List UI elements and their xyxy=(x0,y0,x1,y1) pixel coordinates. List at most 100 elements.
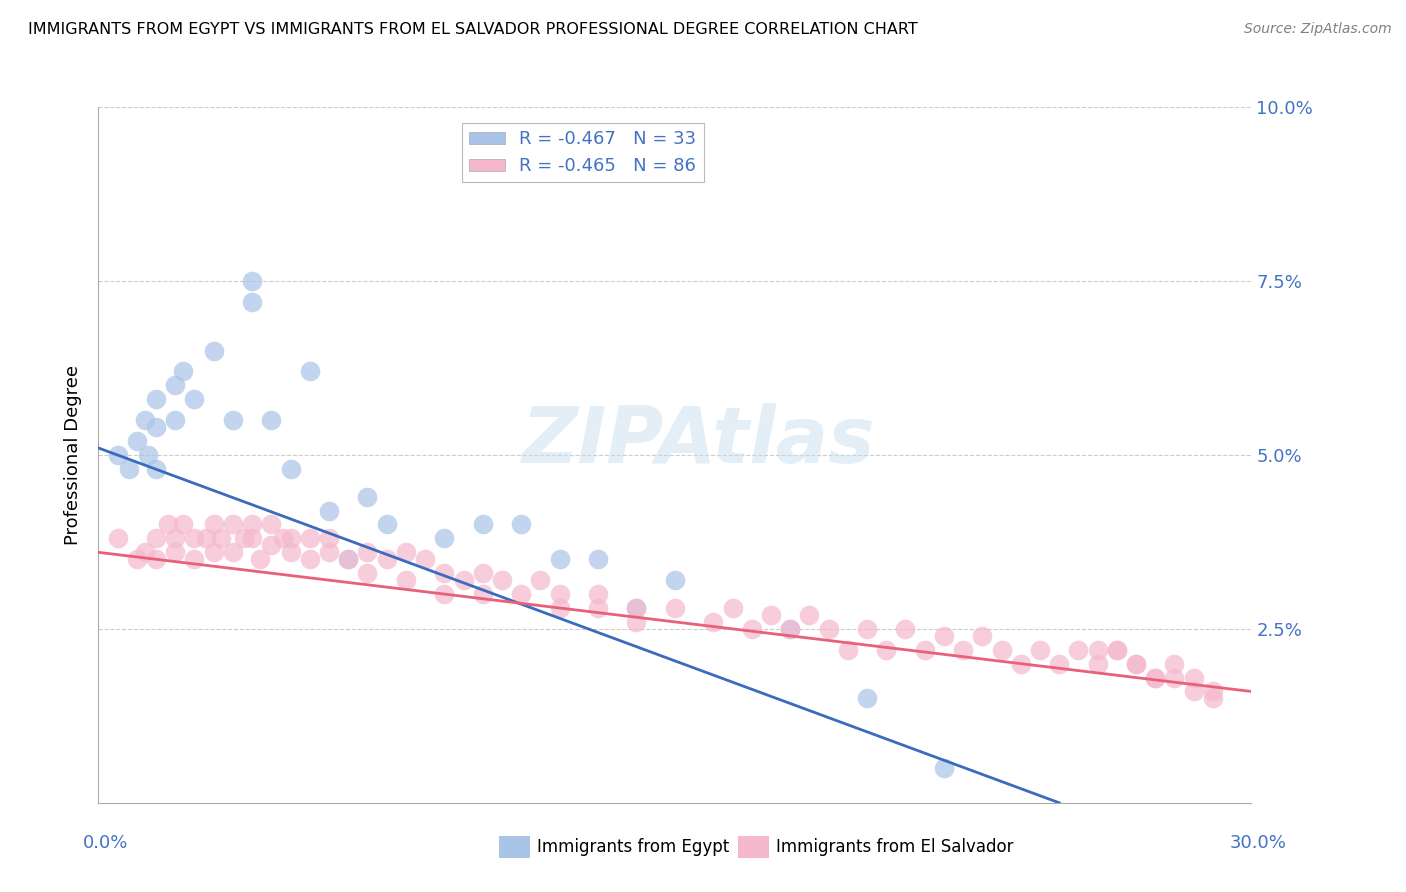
Point xyxy=(172,517,194,532)
Point xyxy=(107,532,129,546)
Point xyxy=(156,517,179,532)
Point xyxy=(1047,657,1070,671)
Point xyxy=(626,601,648,615)
Point xyxy=(1105,642,1128,657)
Point xyxy=(233,532,256,546)
Point xyxy=(260,538,283,552)
Point xyxy=(741,622,763,636)
Point xyxy=(702,615,724,629)
Point xyxy=(298,364,321,378)
Point xyxy=(356,566,378,581)
Point xyxy=(125,552,148,566)
Point xyxy=(1144,671,1167,685)
Point xyxy=(586,552,609,566)
Point xyxy=(799,607,821,622)
Point xyxy=(271,532,294,546)
Point xyxy=(222,413,245,427)
Point xyxy=(721,601,744,615)
Point xyxy=(1182,671,1205,685)
Point xyxy=(1163,657,1185,671)
Point xyxy=(165,378,187,392)
Y-axis label: Professional Degree: Professional Degree xyxy=(65,365,83,545)
Text: 30.0%: 30.0% xyxy=(1230,834,1286,852)
Point xyxy=(183,532,205,546)
Point xyxy=(280,462,302,476)
Point xyxy=(932,761,955,775)
Point xyxy=(1125,657,1147,671)
Point xyxy=(356,490,378,504)
Point xyxy=(1182,684,1205,698)
Point xyxy=(453,573,475,587)
Point xyxy=(280,532,302,546)
Point xyxy=(240,517,263,532)
Point xyxy=(375,552,398,566)
Point xyxy=(471,566,494,581)
Point xyxy=(145,552,167,566)
Point xyxy=(990,642,1012,657)
Point xyxy=(510,587,533,601)
Point xyxy=(134,413,156,427)
Point xyxy=(356,545,378,559)
Point xyxy=(433,587,456,601)
Point xyxy=(779,622,801,636)
Text: Source: ZipAtlas.com: Source: ZipAtlas.com xyxy=(1244,22,1392,37)
Point xyxy=(145,420,167,434)
Point xyxy=(280,545,302,559)
Point xyxy=(165,413,187,427)
Point xyxy=(471,587,494,601)
Point xyxy=(165,545,187,559)
Point xyxy=(1067,642,1090,657)
Point xyxy=(172,364,194,378)
Point xyxy=(145,392,167,407)
Point xyxy=(548,587,571,601)
Point xyxy=(1202,684,1225,698)
Point xyxy=(222,517,245,532)
Point xyxy=(337,552,360,566)
Point xyxy=(856,622,879,636)
Point xyxy=(202,545,225,559)
Point xyxy=(664,573,686,587)
Point xyxy=(249,552,271,566)
Point xyxy=(1125,657,1147,671)
Point xyxy=(529,573,551,587)
Point xyxy=(914,642,936,657)
Point xyxy=(1029,642,1052,657)
Text: 0.0%: 0.0% xyxy=(83,834,128,852)
Point xyxy=(240,274,263,288)
Point xyxy=(1010,657,1032,671)
Text: Immigrants from El Salvador: Immigrants from El Salvador xyxy=(776,838,1014,855)
Point xyxy=(837,642,859,657)
Point xyxy=(626,601,648,615)
Point xyxy=(134,545,156,559)
Point xyxy=(894,622,917,636)
Point xyxy=(118,462,141,476)
Point xyxy=(240,532,263,546)
Point xyxy=(195,532,218,546)
Legend: R = -0.467   N = 33, R = -0.465   N = 86: R = -0.467 N = 33, R = -0.465 N = 86 xyxy=(461,123,704,183)
Point xyxy=(932,629,955,643)
Point xyxy=(209,532,232,546)
Text: IMMIGRANTS FROM EGYPT VS IMMIGRANTS FROM EL SALVADOR PROFESSIONAL DEGREE CORRELA: IMMIGRANTS FROM EGYPT VS IMMIGRANTS FROM… xyxy=(28,22,918,37)
Point xyxy=(1202,691,1225,706)
Point xyxy=(433,532,456,546)
Point xyxy=(759,607,782,622)
Point xyxy=(1163,671,1185,685)
Point xyxy=(626,615,648,629)
Point xyxy=(298,552,321,566)
Point xyxy=(202,343,225,358)
Point xyxy=(375,517,398,532)
Point xyxy=(145,532,167,546)
Point xyxy=(952,642,974,657)
Point xyxy=(817,622,839,636)
Point xyxy=(138,448,160,462)
Point xyxy=(1144,671,1167,685)
Point xyxy=(548,552,571,566)
Point xyxy=(586,587,609,601)
Point xyxy=(318,545,340,559)
Point xyxy=(664,601,686,615)
Point xyxy=(183,552,205,566)
Point xyxy=(972,629,994,643)
Point xyxy=(413,552,436,566)
Point xyxy=(222,545,245,559)
Point xyxy=(510,517,533,532)
